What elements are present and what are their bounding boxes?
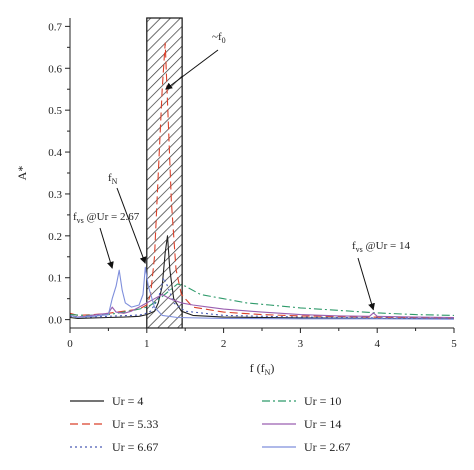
y-tick-label-1: 0.1: [48, 273, 62, 285]
series-line-3: [69, 283, 455, 316]
annotation-f0: ~f0: [212, 31, 226, 45]
x-tick-label-4: 4: [374, 338, 380, 350]
y-axis-title: A*: [15, 166, 29, 181]
annotation-fvs-267: fvs @Ur = 2.67: [73, 211, 140, 225]
x-tick-label-3: 3: [298, 338, 304, 350]
y-tick-label-0: 0.0: [48, 315, 62, 327]
x-axis-title: f (fN): [250, 361, 275, 377]
annotation-fvs-267-arrow: [99, 227, 114, 269]
x-tick-label-1: 1: [144, 338, 150, 350]
y-tick-label-3: 0.3: [48, 189, 62, 201]
shaded-band: [146, 17, 183, 329]
legend-label-1: Ur = 5.33: [112, 417, 158, 431]
x-tick-label-0: 0: [67, 338, 73, 350]
series-line-1: [69, 42, 455, 319]
y-tick-label-6: 0.6: [48, 63, 62, 75]
legend-label-3: Ur = 10: [304, 394, 341, 408]
x-tick-label-5: 5: [451, 338, 457, 350]
y-tick-label-5: 0.5: [48, 105, 62, 117]
legend-label-5: Ur = 2.67: [304, 440, 350, 454]
y-tick-label-2: 0.2: [48, 231, 62, 243]
y-tick-label-4: 0.4: [48, 147, 62, 159]
annotation-fN-arrow: [116, 187, 147, 264]
series-line-5: [69, 266, 455, 320]
y-tick-label-7: 0.7: [48, 21, 62, 33]
series-line-2: [69, 277, 455, 319]
series-line-0: [69, 235, 455, 320]
legend-label-4: Ur = 14: [304, 417, 341, 431]
x-tick-label-2: 2: [221, 338, 227, 350]
annotation-fN: fN: [108, 172, 118, 186]
legend-label-0: Ur = 4: [112, 394, 143, 408]
annotation-fvs-14-arrow: [357, 257, 375, 311]
annotation-fvs-14: fvs @Ur = 14: [352, 240, 410, 254]
annotation-f0-arrow: [165, 49, 219, 90]
legend-label-2: Ur = 6.67: [112, 440, 158, 454]
